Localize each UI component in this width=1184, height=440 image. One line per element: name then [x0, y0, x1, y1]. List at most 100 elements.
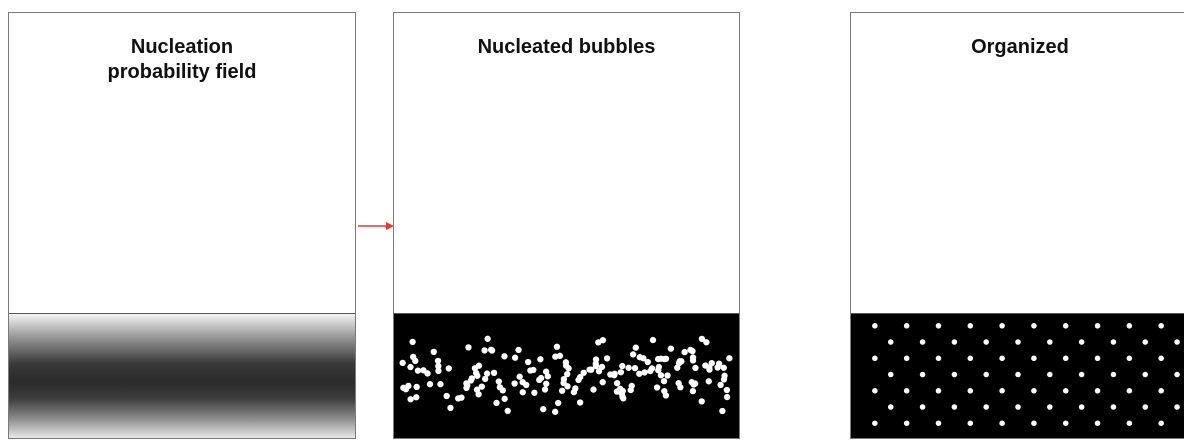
bubble — [496, 384, 504, 391]
bubble — [628, 382, 635, 390]
bubble — [653, 384, 661, 391]
lattice-bubble — [1094, 388, 1101, 394]
bubble — [511, 380, 518, 387]
panel-title-probability-field: Nucleation probability field — [107, 36, 257, 83]
bubble — [692, 364, 699, 372]
lattice-bubble — [999, 388, 1005, 394]
bubble — [407, 363, 414, 371]
bubble — [640, 355, 647, 362]
bubble — [636, 370, 643, 377]
panel-title-nucleated-bubbles: Nucleated bubbles — [477, 36, 656, 58]
lattice-bubble — [919, 339, 926, 345]
lattice-bubble — [1062, 388, 1069, 394]
lattice-bubble — [1110, 339, 1117, 345]
bubble — [678, 358, 685, 365]
bubble — [641, 369, 648, 376]
bubble — [516, 373, 523, 380]
bubble — [558, 387, 566, 394]
bubble — [603, 355, 611, 362]
nucleated-bubbles-panel: Nucleated bubbles — [393, 12, 740, 439]
lattice-bubbles-canvas — [872, 323, 1180, 426]
bubble — [632, 344, 639, 351]
bubble — [689, 357, 697, 364]
bubble — [607, 371, 614, 378]
lattice-bubble — [1158, 323, 1164, 329]
bubble — [690, 381, 697, 388]
bubble — [531, 389, 538, 396]
bubble — [413, 383, 420, 391]
bubble — [537, 374, 545, 382]
bubble — [723, 393, 731, 401]
probability-gradient-strip — [9, 313, 355, 438]
bubble — [726, 355, 733, 362]
bubble — [576, 399, 584, 406]
bubble — [434, 357, 442, 364]
lattice-bubble — [872, 355, 878, 362]
bubble — [617, 369, 625, 376]
lattice-bubble — [1126, 355, 1133, 362]
lattice-bubble — [967, 355, 974, 362]
lattice-bubble — [1158, 355, 1164, 362]
bubble — [537, 356, 544, 363]
bubble — [501, 395, 508, 402]
bubble — [554, 399, 562, 407]
bubble — [681, 348, 688, 356]
lattice-bubble — [903, 388, 910, 394]
bubble — [565, 365, 572, 372]
bubble — [430, 348, 437, 356]
bubble — [420, 367, 427, 374]
bubble — [723, 386, 731, 394]
bubble — [435, 367, 442, 375]
bubble — [511, 354, 519, 361]
lattice-bubble — [919, 371, 926, 378]
lattice-bubble — [1174, 404, 1180, 410]
bubble — [407, 396, 414, 403]
lattice-bubble — [1031, 355, 1037, 362]
lattice-bubble — [1174, 371, 1180, 378]
bubble — [481, 347, 488, 354]
bubble — [599, 337, 607, 344]
lattice-bubble — [1158, 420, 1164, 426]
bubble — [495, 378, 502, 385]
bubble — [465, 344, 472, 351]
bubble — [613, 380, 621, 387]
panel-title-organized: Organized — [971, 36, 1069, 58]
bubble — [483, 370, 491, 377]
bubble — [648, 365, 656, 372]
bubble — [527, 367, 534, 374]
bubble — [519, 389, 526, 396]
bubble — [467, 377, 475, 384]
lattice-bubble — [967, 420, 974, 426]
bubble — [687, 346, 694, 354]
lattice-bubble — [1062, 355, 1069, 362]
lattice-bubble — [1078, 371, 1085, 378]
lattice-bubble — [951, 371, 958, 378]
lattice-bubble — [1031, 388, 1037, 394]
bubble — [577, 373, 584, 381]
bubble — [590, 386, 597, 393]
lattice-bubble — [999, 323, 1005, 329]
bubble — [493, 399, 500, 407]
lattice-bubble — [1142, 371, 1149, 378]
lattice-bubble — [872, 420, 878, 426]
bubble — [654, 355, 662, 363]
bubble — [551, 408, 559, 415]
lattice-bubble — [983, 404, 989, 410]
lattice-bubble — [967, 323, 974, 329]
lattice-bubble — [935, 323, 942, 329]
lattice-bubble — [1126, 420, 1133, 426]
lattice-bubble — [1062, 323, 1069, 329]
bubble — [705, 378, 712, 385]
bubble — [599, 379, 606, 386]
bubble — [484, 335, 491, 342]
lattice-bubble — [1174, 339, 1180, 345]
lattice-bubble — [1110, 404, 1117, 410]
bubble — [541, 386, 549, 393]
bubble — [471, 365, 479, 372]
bubble — [720, 364, 727, 371]
bubble — [655, 363, 663, 371]
bubble — [618, 390, 625, 397]
lattice-bubble — [983, 339, 989, 345]
lattice-bubble — [935, 388, 942, 394]
bubble — [426, 381, 434, 388]
